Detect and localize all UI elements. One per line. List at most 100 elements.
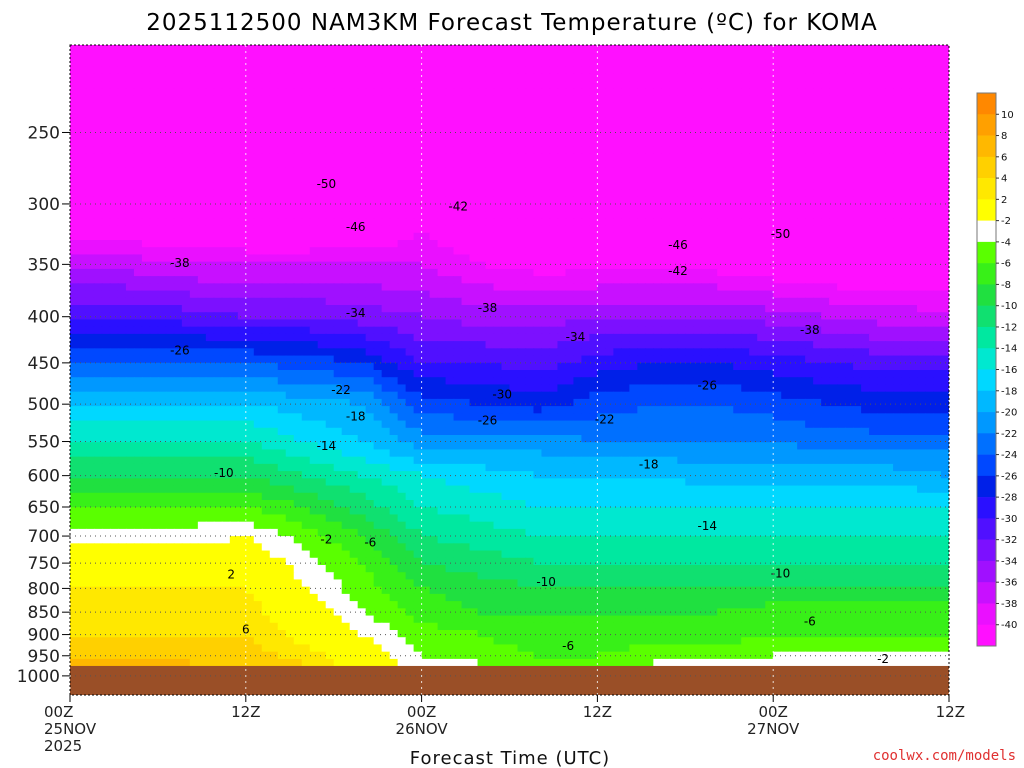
field-cell — [653, 59, 662, 68]
field-cell — [565, 167, 575, 176]
field-cell — [925, 355, 934, 364]
field-cell — [77, 305, 87, 313]
field-cell — [405, 297, 415, 306]
field-cell — [541, 225, 551, 234]
field-cell — [757, 362, 766, 371]
field-cell — [869, 124, 878, 133]
field-cell — [813, 319, 822, 328]
field-cell — [133, 326, 143, 335]
field-cell — [221, 312, 231, 321]
field-cell — [709, 175, 718, 183]
field-cell — [101, 305, 111, 313]
field-cell — [917, 59, 926, 68]
field-cell — [245, 52, 255, 61]
field-cell — [533, 102, 543, 111]
field-cell — [477, 312, 487, 321]
field-cell — [181, 88, 191, 97]
field-cell — [861, 66, 870, 75]
field-cell — [485, 196, 495, 205]
field-cell — [613, 59, 622, 68]
field-cell — [421, 341, 431, 349]
field-cell — [909, 240, 918, 248]
field-cell — [597, 268, 606, 277]
field-cell — [325, 196, 335, 205]
field-cell — [853, 218, 862, 227]
field-cell — [285, 117, 295, 126]
field-cell — [693, 362, 702, 371]
field-cell — [197, 348, 207, 357]
field-cell — [485, 138, 495, 147]
field-cell — [93, 146, 103, 154]
field-cell — [493, 355, 503, 364]
field-cell — [597, 341, 606, 349]
field-cell — [245, 182, 255, 191]
field-cell — [613, 341, 622, 349]
field-cell — [253, 124, 263, 133]
field-cell — [805, 153, 814, 162]
field-cell — [285, 138, 295, 147]
field-cell — [661, 355, 670, 364]
field-cell — [197, 211, 207, 219]
field-cell — [429, 290, 439, 299]
field-cell — [245, 117, 255, 126]
field-cell — [269, 146, 279, 154]
field-cell — [757, 225, 766, 234]
field-cell — [437, 319, 447, 328]
field-cell — [397, 117, 407, 126]
field-cell — [805, 261, 814, 270]
field-cell — [221, 218, 231, 227]
field-cell — [941, 52, 949, 61]
field-cell — [133, 189, 143, 198]
field-cell — [285, 319, 295, 328]
field-cell — [125, 182, 135, 191]
field-cell — [453, 312, 463, 321]
field-cell — [373, 203, 383, 212]
field-cell — [821, 81, 830, 89]
field-cell — [93, 124, 103, 133]
field-cell — [685, 305, 694, 313]
field-cell — [661, 124, 670, 133]
field-cell — [485, 88, 495, 97]
field-cell — [589, 160, 598, 169]
field-cell — [117, 117, 127, 126]
field-cell — [357, 268, 367, 277]
field-cell — [349, 167, 359, 176]
field-cell — [165, 160, 175, 169]
field-cell — [669, 247, 678, 256]
field-cell — [525, 73, 535, 82]
field-cell — [877, 290, 886, 299]
field-cell — [213, 73, 223, 82]
field-cell — [341, 146, 351, 154]
field-cell — [437, 326, 447, 335]
field-cell — [189, 81, 199, 89]
field-cell — [301, 290, 311, 299]
field-cell — [197, 355, 207, 364]
field-cell — [197, 196, 207, 205]
field-cell — [733, 189, 742, 198]
field-cell — [245, 95, 255, 104]
field-cell — [885, 297, 894, 306]
field-cell — [621, 175, 630, 183]
field-cell — [653, 261, 662, 270]
field-cell — [765, 341, 774, 349]
field-cell — [853, 283, 862, 292]
field-cell — [381, 326, 391, 335]
field-cell — [861, 283, 870, 292]
field-cell — [93, 196, 103, 205]
field-cell — [117, 326, 127, 335]
field-cell — [149, 196, 159, 205]
field-cell — [717, 283, 726, 292]
field-cell — [285, 110, 295, 118]
field-cell — [853, 290, 862, 299]
field-cell — [77, 110, 87, 118]
field-cell — [837, 189, 846, 198]
field-cell — [205, 305, 215, 313]
field-cell — [589, 218, 598, 227]
field-cell — [629, 189, 638, 198]
field-cell — [453, 73, 463, 82]
field-cell — [741, 341, 750, 349]
field-cell — [349, 297, 359, 306]
field-cell — [141, 131, 151, 140]
field-cell — [309, 95, 319, 104]
field-cell — [837, 110, 846, 118]
